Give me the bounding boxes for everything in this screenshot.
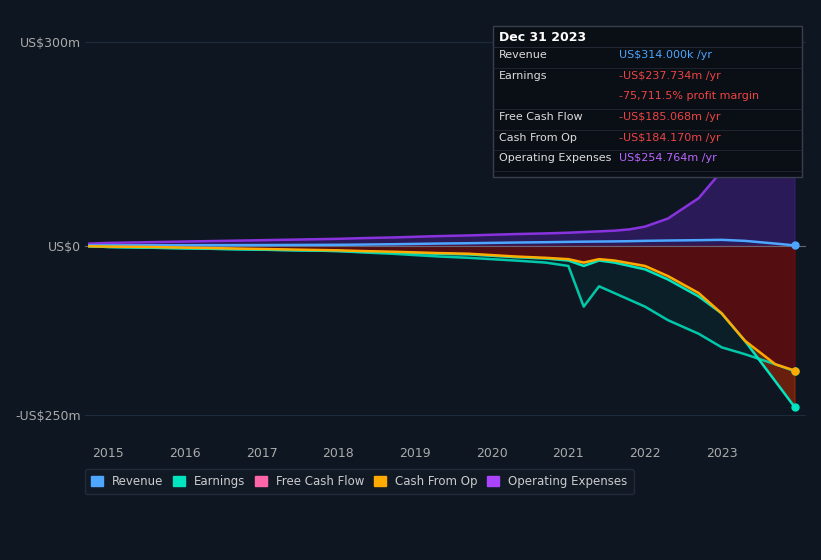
Text: -US$184.170m /yr: -US$184.170m /yr [619,133,721,142]
Text: -US$237.734m /yr: -US$237.734m /yr [619,71,721,81]
Text: -75,711.5% profit margin: -75,711.5% profit margin [619,91,759,101]
Legend: Revenue, Earnings, Free Cash Flow, Cash From Op, Operating Expenses: Revenue, Earnings, Free Cash Flow, Cash … [85,469,634,494]
Text: Earnings: Earnings [499,71,548,81]
Text: -US$185.068m /yr: -US$185.068m /yr [619,112,721,122]
Text: Operating Expenses: Operating Expenses [499,153,612,163]
Text: Free Cash Flow: Free Cash Flow [499,112,583,122]
Text: US$314.000k /yr: US$314.000k /yr [619,50,713,60]
Text: Dec 31 2023: Dec 31 2023 [499,31,586,44]
Text: Cash From Op: Cash From Op [499,133,577,142]
Text: Revenue: Revenue [499,50,548,60]
FancyBboxPatch shape [493,26,801,178]
Text: US$254.764m /yr: US$254.764m /yr [619,153,717,163]
